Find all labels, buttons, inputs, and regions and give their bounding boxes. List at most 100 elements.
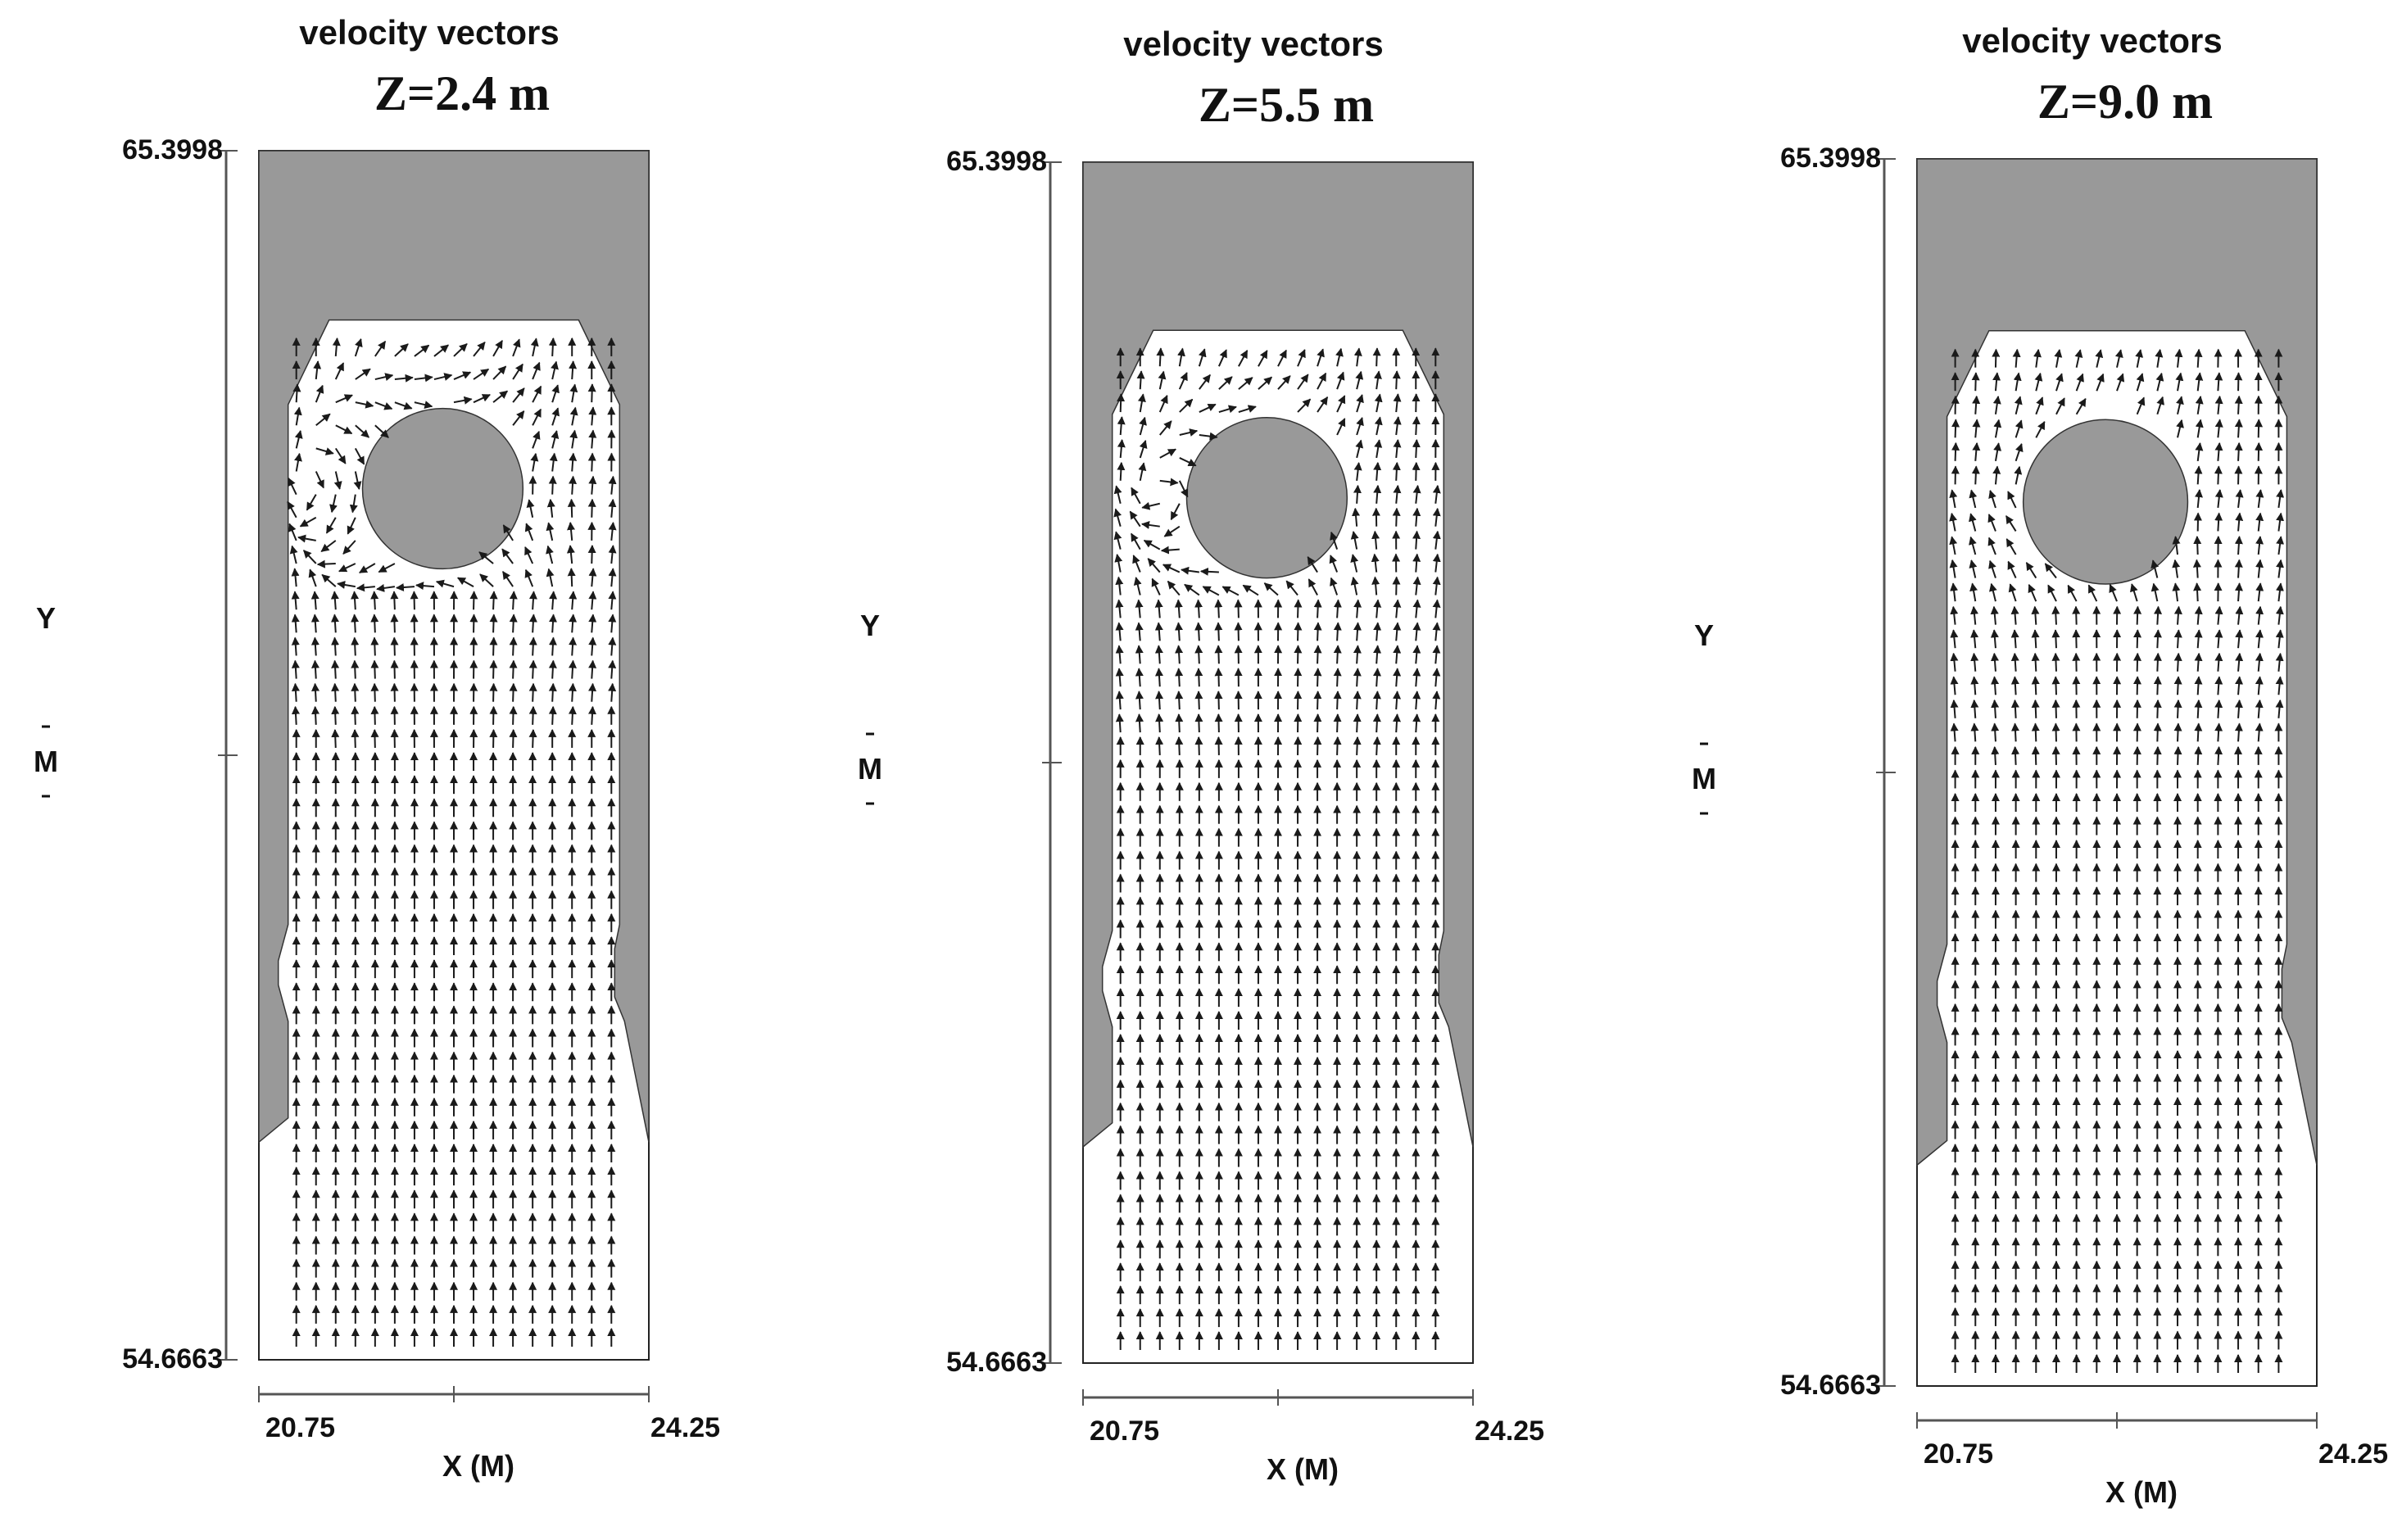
velocity-arrow xyxy=(1277,349,1287,367)
velocity-arrow xyxy=(390,591,399,610)
velocity-arrow xyxy=(608,475,617,495)
velocity-arrow xyxy=(2156,396,2164,415)
velocity-arrow xyxy=(2133,629,2142,649)
velocity-arrow xyxy=(1115,599,1124,618)
velocity-arrow xyxy=(1175,713,1184,733)
velocity-arrow xyxy=(1432,484,1441,504)
velocity-arrow xyxy=(489,591,498,610)
velocity-arrow xyxy=(315,384,324,403)
velocity-arrow xyxy=(1393,393,1402,413)
y-tick-label-bottom: 54.6663 xyxy=(946,1347,1047,1378)
velocity-arrow xyxy=(509,705,518,725)
velocity-arrow xyxy=(2172,559,2181,578)
velocity-arrow xyxy=(2194,348,2203,368)
velocity-arrow xyxy=(1371,553,1380,573)
velocity-arrow xyxy=(2011,745,2020,765)
velocity-arrow xyxy=(1412,691,1421,710)
velocity-arrow xyxy=(414,344,430,357)
velocity-arrow xyxy=(2194,699,2203,718)
velocity-arrow xyxy=(288,477,297,496)
velocity-arrow xyxy=(1115,622,1124,641)
velocity-arrow xyxy=(1970,652,1979,672)
velocity-arrow xyxy=(2255,699,2264,718)
velocity-arrow xyxy=(1356,417,1364,436)
y-tick-label-bottom: 54.6663 xyxy=(122,1343,223,1375)
velocity-arrow xyxy=(311,682,320,702)
velocity-arrow xyxy=(1117,439,1126,459)
velocity-arrow xyxy=(1412,668,1421,687)
velocity-arrow xyxy=(1238,405,1257,414)
velocity-arrow xyxy=(489,682,498,702)
velocity-arrow xyxy=(1155,691,1164,710)
velocity-arrow xyxy=(549,614,558,633)
velocity-arrow xyxy=(2034,372,2043,392)
velocity-arrow xyxy=(2116,373,2125,392)
velocity-arrow xyxy=(1159,448,1176,459)
velocity-arrow xyxy=(376,583,396,592)
velocity-arrow xyxy=(1115,645,1124,664)
velocity-arrow xyxy=(331,682,340,702)
velocity-arrow xyxy=(2195,396,2204,414)
velocity-arrow xyxy=(2153,676,2162,695)
velocity-arrow xyxy=(2133,605,2142,625)
velocity-arrow xyxy=(1371,576,1380,596)
velocity-arrow xyxy=(492,390,509,403)
velocity-arrow xyxy=(502,524,514,541)
velocity-arrow xyxy=(2194,745,2203,765)
velocity-arrow xyxy=(2051,676,2060,695)
velocity-arrow xyxy=(435,579,455,588)
velocity-arrow xyxy=(1313,622,1322,641)
velocity-arrow xyxy=(335,424,353,435)
velocity-arrow xyxy=(1336,395,1346,413)
velocity-arrow xyxy=(453,371,472,380)
velocity-arrow xyxy=(1969,559,1978,578)
velocity-arrow xyxy=(2087,584,2098,602)
velocity-arrow xyxy=(1154,668,1163,687)
velocity-arrow xyxy=(2051,629,2060,649)
velocity-arrow xyxy=(2153,652,2162,672)
velocity-arrow xyxy=(2195,419,2204,438)
velocity-arrow xyxy=(1971,465,1980,485)
velocity-arrow xyxy=(1412,622,1421,641)
velocity-arrow xyxy=(342,540,356,555)
velocity-arrow xyxy=(1392,370,1401,390)
velocity-arrow xyxy=(335,394,353,404)
velocity-arrow xyxy=(473,342,486,357)
velocity-arrow xyxy=(524,568,534,587)
velocity-arrow xyxy=(1950,652,1959,672)
velocity-arrow xyxy=(1432,599,1441,618)
velocity-arrow xyxy=(2235,629,2244,649)
velocity-arrow xyxy=(532,361,541,380)
velocity-arrow xyxy=(608,591,617,610)
velocity-arrow xyxy=(1177,347,1185,367)
velocity-arrow xyxy=(2235,605,2244,625)
velocity-arrow xyxy=(291,659,300,679)
velocity-arrow xyxy=(299,516,317,528)
y-tick-label-top: 65.3998 xyxy=(122,134,223,165)
velocity-arrow xyxy=(546,498,555,518)
velocity-arrow xyxy=(1135,622,1144,641)
velocity-arrow xyxy=(1355,370,1364,390)
velocity-arrow xyxy=(2136,396,2146,415)
velocity-arrow xyxy=(315,447,334,455)
velocity-arrow xyxy=(1991,722,2000,742)
velocity-arrow xyxy=(2276,559,2284,578)
velocity-arrow xyxy=(1969,536,1977,555)
velocity-arrow xyxy=(1258,350,1268,367)
vector-panel-1: 65.3998 54.6663 Y M 20.75 24.25 X (M) velocity … xyxy=(34,13,720,1483)
velocity-arrow xyxy=(2174,348,2183,368)
velocity-arrow xyxy=(549,591,558,610)
velocity-arrow xyxy=(567,521,575,541)
velocity-arrow xyxy=(390,659,399,679)
velocity-arrow xyxy=(1374,416,1383,436)
velocity-arrow xyxy=(355,368,371,380)
velocity-arrow xyxy=(1218,405,1237,414)
velocity-arrow xyxy=(1117,416,1126,436)
velocity-arrow xyxy=(291,682,300,702)
velocity-arrow xyxy=(374,424,389,438)
velocity-arrow xyxy=(501,548,514,564)
velocity-arrow xyxy=(1147,558,1161,573)
velocity-arrow xyxy=(1140,520,1160,529)
velocity-arrow xyxy=(1214,645,1223,664)
velocity-arrow xyxy=(1950,629,1959,649)
